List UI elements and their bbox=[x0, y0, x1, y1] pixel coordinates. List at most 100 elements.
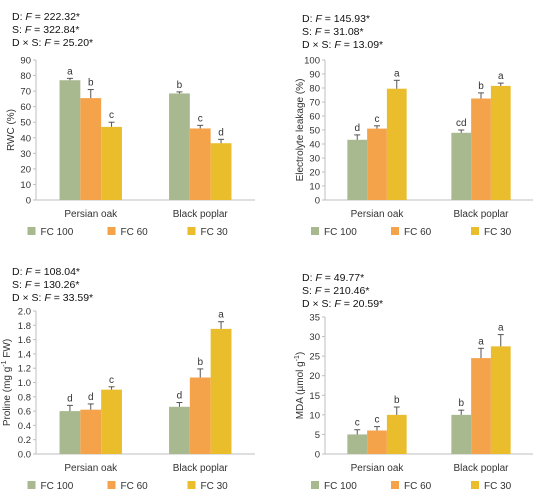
significance-letter: cd bbox=[456, 118, 467, 129]
y-tick-label: 1.4 bbox=[18, 349, 31, 360]
stat-value: = 210.46* bbox=[321, 285, 369, 297]
stat-value: = 222.32* bbox=[32, 11, 80, 23]
significance-letter: b bbox=[177, 80, 183, 91]
y-tick-label: 0.0 bbox=[18, 450, 31, 461]
stat-value: = 49.77* bbox=[322, 272, 364, 284]
legend-swatch bbox=[311, 481, 319, 489]
stat-var: F bbox=[25, 279, 32, 291]
bar bbox=[80, 98, 102, 200]
legend-swatch bbox=[471, 481, 479, 489]
stat-prefix: D: bbox=[12, 11, 25, 23]
y-axis-title-main: Electrolyte leakage (%) bbox=[295, 79, 306, 182]
stat-var: F bbox=[25, 24, 32, 36]
y-axis-title-sup: -1 bbox=[294, 355, 301, 361]
significance-letter: a bbox=[498, 323, 504, 334]
stat-prefix: D: bbox=[302, 13, 315, 25]
significance-letter: b bbox=[88, 78, 94, 89]
legend-label: FC 60 bbox=[404, 481, 432, 492]
stat-var: F bbox=[315, 13, 322, 25]
y-tick-label: 20 bbox=[309, 371, 320, 382]
significance-letter: b bbox=[458, 398, 464, 409]
y-tick-label: 90 bbox=[309, 70, 320, 81]
legend-swatch bbox=[107, 481, 116, 489]
bar bbox=[169, 406, 190, 454]
legend-label: FC 60 bbox=[121, 227, 149, 238]
significance-letter: b bbox=[394, 395, 400, 406]
bar bbox=[59, 411, 81, 454]
stat-prefix: D × S: bbox=[12, 37, 44, 49]
significance-letter: d bbox=[218, 127, 224, 138]
y-tick-label: 15 bbox=[309, 391, 320, 402]
bar bbox=[101, 126, 122, 200]
bar bbox=[210, 143, 232, 200]
x-category-label: Black poplar bbox=[173, 209, 229, 220]
significance-letter: d bbox=[354, 123, 360, 134]
significance-letter: a bbox=[67, 66, 73, 77]
legend-swatch bbox=[107, 227, 116, 235]
stat-line: S: F = 210.46* bbox=[302, 285, 369, 297]
bar bbox=[367, 430, 387, 454]
y-tick-label: 25 bbox=[309, 352, 320, 363]
y-tick-label: 60 bbox=[20, 102, 31, 113]
y-tick-label: 40 bbox=[309, 140, 320, 151]
stat-value: = 20.59* bbox=[341, 298, 383, 310]
stat-var: F bbox=[25, 11, 32, 23]
y-tick-label: 80 bbox=[20, 71, 31, 82]
stat-value: = 31.08* bbox=[321, 26, 363, 38]
y-axis-title-main: MDA (µmol g bbox=[295, 361, 306, 419]
stat-line: D: F = 49.77* bbox=[302, 272, 364, 284]
y-tick-label: 0 bbox=[26, 196, 31, 207]
legend-swatch bbox=[391, 481, 399, 489]
y-axis-title: Proline (mg g-1 FW) bbox=[1, 339, 13, 426]
chart-panel-bottom-right: D: F = 49.77*S: F = 210.46*D × S: F = 20… bbox=[294, 272, 533, 492]
y-tick-label: 70 bbox=[20, 87, 31, 98]
y-tick-label: 40 bbox=[20, 133, 31, 144]
y-tick-label: 60 bbox=[309, 112, 320, 123]
significance-letter: a bbox=[394, 68, 400, 79]
y-tick-label: 1.8 bbox=[18, 321, 31, 332]
x-category-label: Persian oak bbox=[64, 463, 118, 474]
chart-panel-bottom-left: D: F = 108.04*S: F = 130.26*D × S: F = 3… bbox=[1, 266, 255, 492]
bar bbox=[169, 93, 190, 200]
stat-var: F bbox=[44, 37, 51, 49]
legend-label: FC 30 bbox=[484, 481, 512, 492]
bar bbox=[80, 409, 102, 454]
stat-var: F bbox=[315, 285, 322, 297]
y-tick-label: 0 bbox=[315, 196, 320, 207]
y-axis-title-sup: -1 bbox=[1, 360, 8, 366]
bar bbox=[189, 377, 211, 454]
stat-line: D × S: F = 13.09* bbox=[302, 39, 383, 51]
significance-letter: b bbox=[478, 81, 484, 92]
stat-var: F bbox=[25, 266, 32, 278]
y-tick-label: 5 bbox=[315, 430, 320, 441]
significance-letter: a bbox=[478, 336, 484, 347]
significance-letter: d bbox=[177, 391, 183, 402]
stat-value: = 25.20* bbox=[51, 37, 93, 49]
legend-label: FC 100 bbox=[324, 227, 357, 238]
significance-letter: c bbox=[375, 114, 380, 125]
x-category-label: Black poplar bbox=[453, 463, 509, 474]
significance-letter: c bbox=[198, 113, 203, 124]
significance-letter: c bbox=[109, 375, 114, 386]
x-category-label: Persian oak bbox=[64, 209, 118, 220]
bar bbox=[490, 346, 511, 454]
x-category-label: Persian oak bbox=[351, 463, 405, 474]
significance-letter: c bbox=[375, 415, 380, 426]
stat-prefix: D × S: bbox=[12, 292, 44, 304]
legend-swatch bbox=[187, 227, 196, 235]
y-tick-label: 70 bbox=[309, 98, 320, 109]
chart-panel-top-left: D: F = 222.32*S: F = 322.84*D × S: F = 2… bbox=[6, 11, 255, 238]
bar bbox=[347, 139, 368, 200]
stat-line: D: F = 145.93* bbox=[302, 13, 370, 25]
legend-label: FC 30 bbox=[201, 481, 229, 492]
stat-value: = 33.59* bbox=[51, 292, 93, 304]
x-category-label: Black poplar bbox=[173, 463, 229, 474]
y-tick-label: 2.0 bbox=[18, 307, 31, 318]
bar bbox=[490, 85, 511, 200]
stat-value: = 145.93* bbox=[322, 13, 370, 25]
y-axis-title: MDA (µmol g-1) bbox=[294, 352, 306, 420]
bar bbox=[471, 98, 491, 200]
significance-letter: d bbox=[88, 392, 94, 403]
x-category-label: Black poplar bbox=[453, 209, 509, 220]
